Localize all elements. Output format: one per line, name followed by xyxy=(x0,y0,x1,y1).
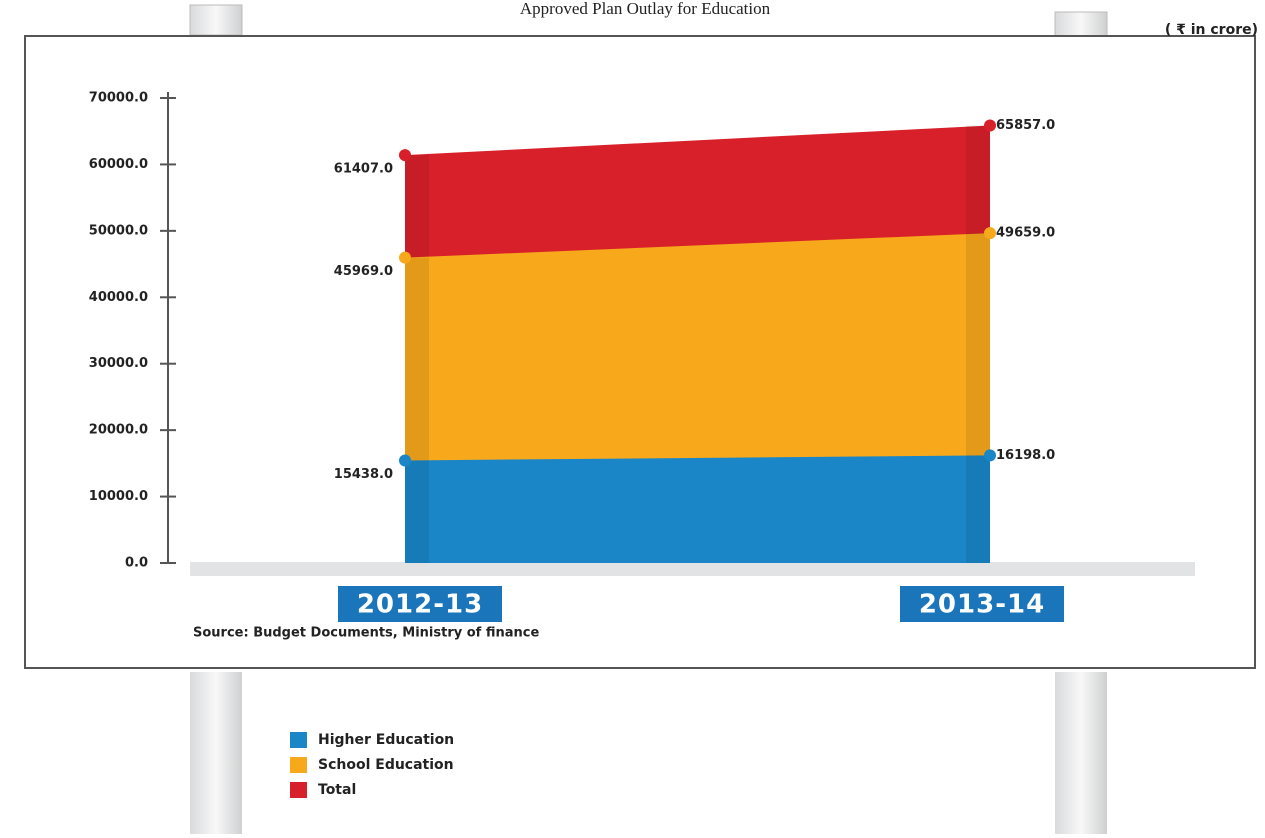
y-tick-label: 20000.0 xyxy=(89,423,148,438)
value-label: 15438.0 xyxy=(334,467,393,482)
point xyxy=(984,119,996,132)
post xyxy=(189,4,243,36)
unit-label: ( ₹ in crore) xyxy=(1165,22,1258,38)
value-label: 61407.0 xyxy=(334,162,393,177)
legend-label: School Education xyxy=(318,757,454,773)
edge xyxy=(966,455,990,563)
post xyxy=(1055,672,1107,834)
value-label: 49659.0 xyxy=(996,226,1055,241)
y-tick-label: 60000.0 xyxy=(89,157,148,172)
category-box xyxy=(900,586,1064,622)
point xyxy=(399,251,411,264)
legend-swatch xyxy=(290,782,307,798)
x-tick-label: 2013-14 xyxy=(919,590,1045,620)
floor xyxy=(190,562,1195,576)
point xyxy=(399,454,411,467)
legend-swatch xyxy=(290,732,307,748)
legend-label: Total xyxy=(318,782,356,798)
y-tick-label: 40000.0 xyxy=(89,290,148,305)
area xyxy=(405,455,990,563)
point xyxy=(984,449,996,462)
value-label: 16198.0 xyxy=(996,448,1055,463)
post xyxy=(190,672,242,834)
legend-swatch xyxy=(290,757,307,773)
category-box xyxy=(338,586,502,622)
value-label: 65857.0 xyxy=(996,118,1055,133)
legend-label: Higher Education xyxy=(318,732,454,748)
point xyxy=(984,227,996,240)
chart-title: Approved Plan Outlay for Education xyxy=(520,0,771,18)
y-tick-label: 50000.0 xyxy=(89,223,148,238)
edge xyxy=(405,460,429,563)
value-label: 45969.0 xyxy=(334,264,393,279)
y-tick-label: 10000.0 xyxy=(89,489,148,504)
x-tick-label: 2012-13 xyxy=(357,590,483,620)
y-tick-label: 70000.0 xyxy=(89,91,148,106)
y-tick-label: 30000.0 xyxy=(89,356,148,371)
post xyxy=(1054,11,1108,37)
point xyxy=(399,149,411,162)
source: Source: Budget Documents, Ministry of fi… xyxy=(193,626,539,641)
y-tick-label: 0.0 xyxy=(125,556,148,571)
